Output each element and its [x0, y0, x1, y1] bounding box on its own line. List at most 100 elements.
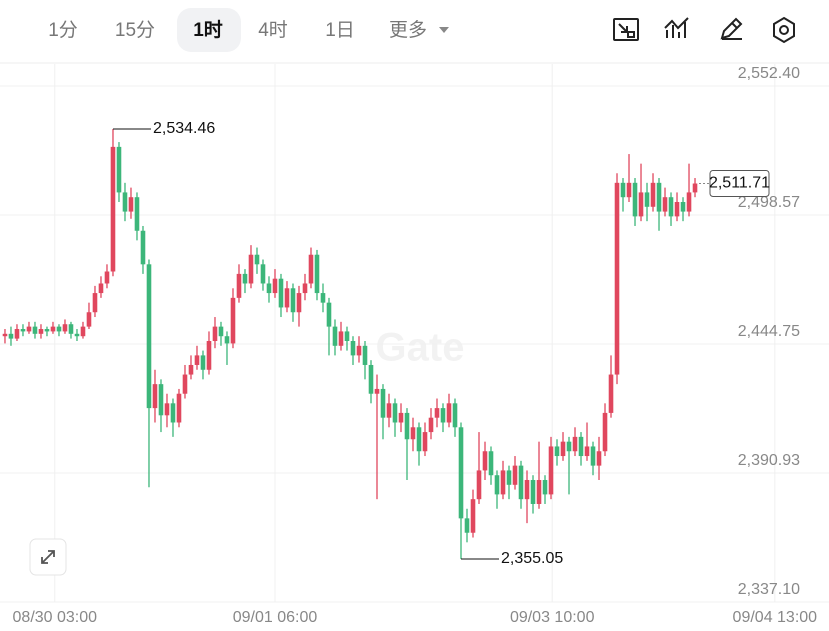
candle-body [314, 254, 320, 294]
candle-body [410, 427, 416, 440]
candle-body [602, 412, 608, 452]
candle-body [368, 364, 374, 394]
expand-icon[interactable] [41, 550, 55, 564]
candle-body [296, 293, 302, 313]
timeframe-tab[interactable]: 1分 [48, 19, 78, 41]
screenshot-icon[interactable] [613, 18, 639, 41]
draw-icon[interactable] [720, 17, 743, 40]
candle-body [482, 451, 488, 471]
candle-body [470, 499, 476, 533]
candle-body [2, 333, 8, 337]
candle-body [656, 182, 662, 212]
candle-body [302, 283, 308, 294]
timeframe-tab[interactable]: 1时 [193, 19, 223, 41]
candle-body [248, 254, 254, 284]
candle-body [560, 441, 566, 457]
candle-body [458, 427, 464, 519]
candle-body [428, 417, 434, 433]
candle-body [20, 329, 26, 332]
candle-body [362, 345, 368, 365]
candle-body [512, 465, 518, 485]
candle-body [578, 436, 584, 457]
candle-body [398, 412, 404, 423]
candle-body [290, 288, 296, 313]
candle-body [404, 412, 410, 440]
candle-body [668, 197, 674, 217]
candle-body [200, 355, 206, 370]
candle-body [626, 182, 632, 198]
candle-body [662, 197, 668, 212]
more-arrow[interactable] [439, 27, 449, 33]
candle-body [266, 283, 272, 294]
candle-body [236, 273, 242, 298]
candle-body [542, 480, 548, 495]
candle-body [608, 374, 614, 413]
candle-body [308, 254, 314, 284]
candle-body [92, 293, 98, 313]
candles [2, 128, 698, 559]
timeframe-tabs: 1分 15分 1时 4时 1日 [48, 19, 355, 41]
candle-body [152, 384, 158, 409]
candle-body [692, 183, 698, 193]
timeframe-tab[interactable]: 4时 [258, 19, 288, 41]
candle-body [416, 427, 422, 452]
candle-body [392, 403, 398, 423]
last-price-box [709, 170, 770, 198]
candle-body [32, 326, 38, 334]
candle-body [74, 333, 80, 337]
candle-body [506, 470, 512, 485]
candle-body [80, 326, 86, 337]
candle-body [614, 182, 620, 375]
candle-body [446, 403, 452, 423]
x-tick-label: 09/01 06:00 [233, 609, 318, 626]
candle-body [44, 329, 50, 332]
candle-body [140, 230, 146, 265]
extreme-label: 2,534.46 [153, 120, 215, 137]
candle-body [422, 432, 428, 452]
more-tab[interactable]: 更多 [389, 19, 427, 41]
candle-body [434, 408, 440, 418]
timeframe-tab[interactable]: 15分 [115, 19, 155, 41]
toolbar-icons [613, 16, 795, 44]
candle-body [104, 271, 110, 284]
candle-body [488, 451, 494, 476]
timeframe-tab[interactable]: 1日 [325, 20, 355, 41]
candle-body [680, 201, 686, 212]
candle-body [674, 201, 680, 217]
indicator-icon[interactable] [664, 17, 689, 38]
candle-body [536, 480, 542, 504]
settings-icon[interactable] [773, 16, 795, 44]
candle-body [158, 384, 164, 416]
candle-body [128, 197, 134, 212]
candle-body [212, 326, 218, 342]
candle-body [326, 302, 332, 327]
candle-body [146, 264, 152, 409]
candle-body [464, 518, 470, 533]
candle-body [194, 355, 200, 365]
candle-body [170, 403, 176, 423]
x-tick-label: 09/04 13:00 [733, 609, 818, 626]
candle-body [494, 475, 500, 495]
y-tick-label: 2,444.75 [738, 323, 800, 340]
candle-body [38, 329, 44, 334]
candle-body [182, 374, 188, 394]
y-tick-label: 2,498.57 [738, 194, 800, 211]
candle-body [638, 192, 644, 217]
candle-body [596, 451, 602, 466]
candle-body [380, 388, 386, 418]
selected-tab-bg [177, 8, 241, 52]
candle-body [644, 192, 650, 207]
candle-body [476, 470, 482, 500]
candle-body [572, 436, 578, 452]
candle-body [320, 293, 326, 303]
candle-body [554, 446, 560, 457]
candle-body [206, 341, 212, 370]
candle-body [590, 446, 596, 466]
candle-body [440, 408, 446, 423]
candle-body [50, 326, 56, 332]
candle-body [110, 146, 116, 272]
labels: 2,552.40 2,498.57 2,444.75 2,390.93 2,337.10… [13, 65, 818, 626]
candle-body [278, 278, 284, 308]
candle-body [632, 182, 638, 217]
